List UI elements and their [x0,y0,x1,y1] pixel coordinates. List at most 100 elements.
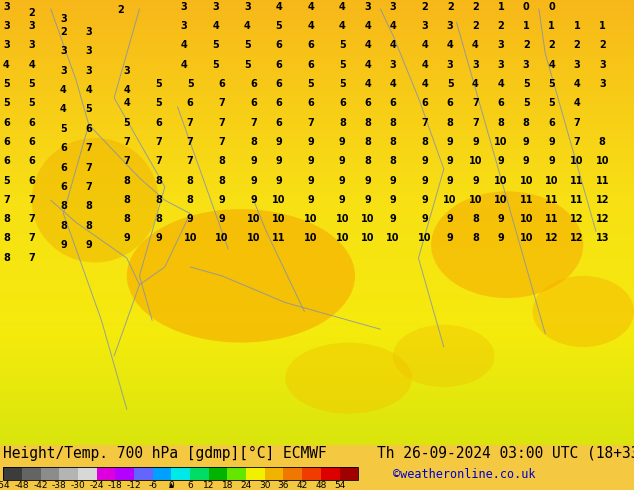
Text: 3: 3 [3,1,10,12]
Text: 4: 4 [307,1,314,12]
Text: 7: 7 [155,156,162,166]
Text: -30: -30 [70,482,86,490]
Text: 4: 4 [574,78,580,89]
Text: 9: 9 [250,195,257,205]
Text: 4: 4 [422,40,428,50]
Text: 6: 6 [60,143,67,153]
Text: 3: 3 [29,40,35,50]
Text: 10: 10 [215,233,229,244]
Bar [96,466,115,480]
Text: 7: 7 [29,214,35,224]
Text: 3: 3 [181,21,187,31]
Text: 30: 30 [259,482,271,490]
Text: 6: 6 [29,156,35,166]
Text: -54: -54 [0,482,11,490]
Text: 9: 9 [339,195,346,205]
Text: 8: 8 [523,118,529,128]
Text: 5: 5 [187,78,193,89]
Text: 4: 4 [339,1,346,12]
Text: 6: 6 [276,98,282,108]
Text: 9: 9 [307,156,314,166]
Text: 2: 2 [548,40,555,50]
Text: 11: 11 [570,195,584,205]
Bar [134,466,153,480]
Text: 7: 7 [422,118,428,128]
Text: 8: 8 [339,118,346,128]
Bar [115,466,134,480]
Text: 6: 6 [29,118,35,128]
Text: 7: 7 [29,233,35,244]
Text: 9: 9 [365,195,371,205]
Text: 10: 10 [418,233,432,244]
Text: 4: 4 [181,40,187,50]
Text: 9: 9 [124,233,130,244]
Text: 5: 5 [60,124,67,134]
Text: 4: 4 [124,98,130,108]
Text: 42: 42 [297,482,307,490]
Text: 7: 7 [250,118,257,128]
Text: Height/Temp. 700 hPa [gdmp][°C] ECMWF: Height/Temp. 700 hPa [gdmp][°C] ECMWF [3,446,327,461]
Text: 5: 5 [29,98,35,108]
Text: 5: 5 [276,21,282,31]
Text: 10: 10 [335,233,349,244]
Text: 3: 3 [29,21,35,31]
Text: 2: 2 [599,40,605,50]
Text: 10: 10 [494,137,508,147]
Bar [265,466,283,480]
Text: 4: 4 [60,85,67,96]
Text: 9: 9 [422,195,428,205]
Bar [321,466,340,480]
Bar [78,466,96,480]
Bar [59,466,78,480]
Text: 9: 9 [339,175,346,186]
Text: 2: 2 [29,8,35,18]
Text: 9: 9 [307,175,314,186]
Text: 2: 2 [60,27,67,37]
Text: 10: 10 [272,214,286,224]
Text: 8: 8 [447,118,453,128]
Text: 6: 6 [187,482,193,490]
Bar [22,466,41,480]
Text: 4: 4 [498,78,504,89]
Text: 5: 5 [244,59,250,70]
Text: 11: 11 [272,233,286,244]
Text: 3: 3 [498,40,504,50]
Text: 6: 6 [307,59,314,70]
Text: 10: 10 [247,233,261,244]
Text: 4: 4 [244,21,250,31]
Text: 6: 6 [3,118,10,128]
Text: 3: 3 [574,59,580,70]
Text: 10: 10 [469,195,482,205]
Text: 8: 8 [390,118,396,128]
Text: 7: 7 [219,98,225,108]
Text: 7: 7 [86,163,92,173]
Text: 5: 5 [3,98,10,108]
Text: 4: 4 [181,59,187,70]
Text: 10: 10 [469,156,482,166]
Text: 10: 10 [570,156,584,166]
Text: 2: 2 [574,40,580,50]
Text: 5: 5 [548,98,555,108]
Text: 4: 4 [124,85,130,96]
Text: 1: 1 [523,21,529,31]
Text: 3: 3 [422,21,428,31]
Text: 5: 5 [29,78,35,89]
Text: 7: 7 [187,118,193,128]
Text: 9: 9 [498,233,504,244]
Text: 8: 8 [219,156,225,166]
Text: 11: 11 [595,175,609,186]
Text: 54: 54 [334,482,345,490]
Text: 8: 8 [3,214,10,224]
Text: 10: 10 [519,233,533,244]
Text: 7: 7 [29,253,35,263]
Text: 8: 8 [219,175,225,186]
Text: 9: 9 [447,214,453,224]
Text: 5: 5 [523,98,529,108]
Text: 6: 6 [3,137,10,147]
Text: 12: 12 [570,233,584,244]
Text: 8: 8 [155,214,162,224]
Text: 3: 3 [599,78,605,89]
Text: 9: 9 [390,214,396,224]
Text: 10: 10 [494,195,508,205]
Text: 6: 6 [422,98,428,108]
